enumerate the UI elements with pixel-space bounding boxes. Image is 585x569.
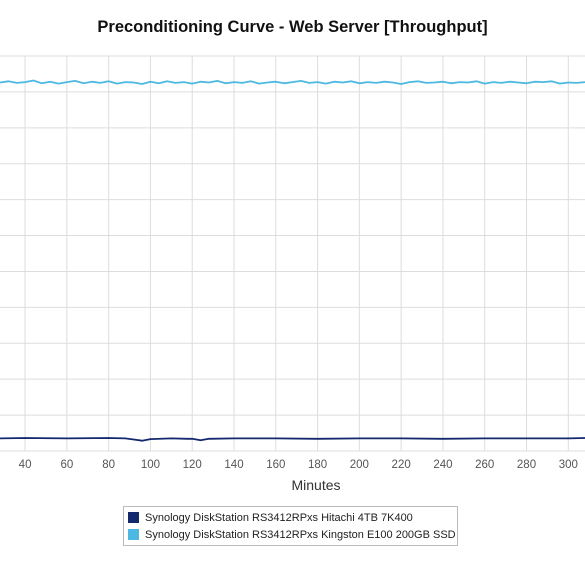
x-tick-label: 240: [433, 459, 452, 471]
x-tick-label: 40: [19, 459, 32, 471]
x-axis-title: Minutes: [291, 477, 340, 493]
legend-swatch-hitachi: [128, 511, 139, 523]
x-tick-label: 300: [559, 459, 578, 471]
x-tick-label: 260: [475, 459, 494, 471]
chart-title: Preconditioning Curve - Web Server [Thro…: [97, 18, 488, 36]
x-tick-label: 280: [517, 459, 536, 471]
x-tick-label: 80: [102, 459, 115, 471]
x-axis-ticks: 40 60 80 100 120 140 160 180 200 220 240 260 280 300: [19, 459, 578, 471]
legend-label-kingston: Synology DiskStation RS3412RPxs Kingston…: [145, 529, 456, 541]
x-tick-label: 100: [141, 459, 160, 471]
legend-swatch-kingston: [128, 528, 139, 540]
x-tick-label: 180: [308, 459, 327, 471]
legend-label-hitachi: Synology DiskStation RS3412RPxs Hitachi …: [145, 512, 413, 524]
legend-item-kingston: Synology DiskStation RS3412RPxs Kingston…: [128, 527, 457, 544]
x-tick-label: 200: [350, 459, 369, 471]
legend-item-hitachi: Synology DiskStation RS3412RPxs Hitachi …: [128, 510, 457, 527]
series-line-kingston: [0, 79, 585, 85]
grid: [0, 55, 585, 452]
x-tick-label: 220: [392, 459, 411, 471]
x-tick-label: 60: [60, 459, 73, 471]
legend: Synology DiskStation RS3412RPxs Hitachi …: [123, 506, 458, 546]
series-line-hitachi: [0, 437, 585, 442]
plot-series: [0, 79, 585, 442]
x-tick-label: 140: [224, 459, 243, 471]
x-tick-label: 120: [183, 459, 202, 471]
x-tick-label: 160: [266, 459, 285, 471]
